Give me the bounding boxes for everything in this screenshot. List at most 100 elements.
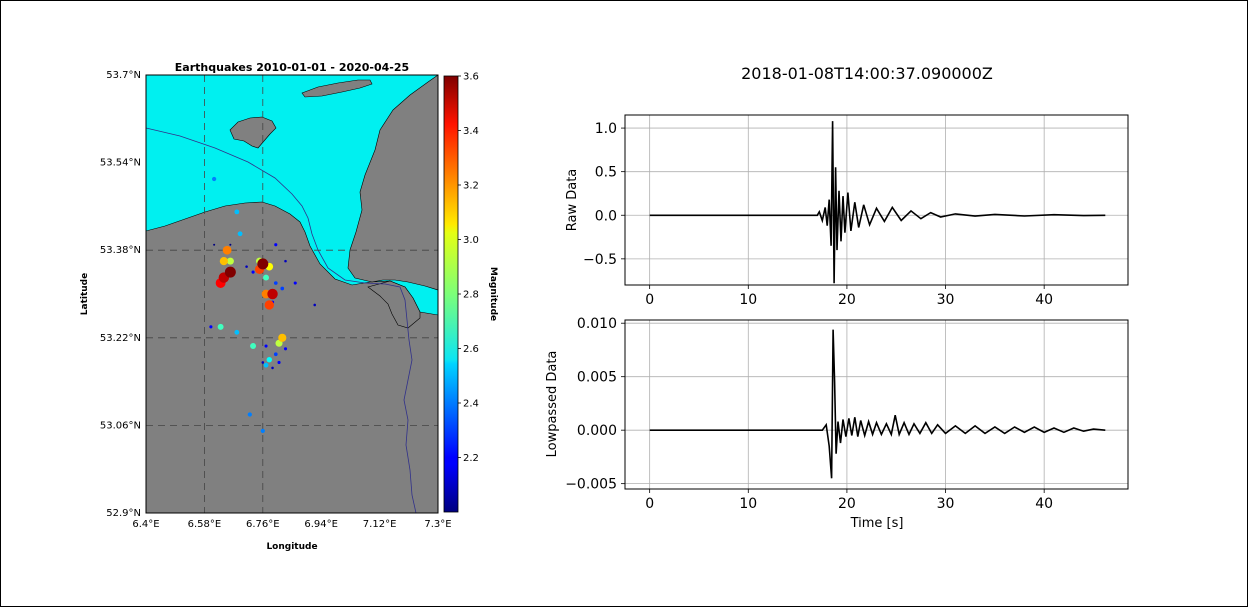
colorbar-tick-label: 3.0 bbox=[463, 235, 479, 246]
low-series-line bbox=[649, 329, 1106, 479]
earthquake-point bbox=[293, 281, 297, 285]
earthquake-point bbox=[263, 362, 269, 368]
low-plot-area bbox=[624, 319, 1129, 490]
colorbar-tick-label: 2.8 bbox=[463, 290, 479, 301]
x-tick-label: 40 bbox=[1035, 292, 1053, 308]
colorbar-gradient bbox=[443, 75, 459, 513]
map-y-axis-label: Latitude bbox=[80, 273, 90, 315]
map-x-tick-label: 6.76°E bbox=[246, 519, 280, 530]
map-channel bbox=[146, 127, 417, 513]
earthquake-point bbox=[234, 329, 240, 335]
earthquake-point bbox=[257, 258, 269, 270]
colorbar-tick-label: 3.2 bbox=[463, 181, 479, 192]
earthquake-point bbox=[263, 274, 270, 281]
x-tick-label: 10 bbox=[739, 496, 757, 512]
earthquake-point bbox=[266, 357, 272, 363]
x-tick-label: 40 bbox=[1035, 496, 1053, 512]
y-tick-label: 1.0 bbox=[595, 121, 617, 137]
map-x-tick-label: 6.4°E bbox=[132, 519, 159, 530]
map-x-axis-label: Longitude bbox=[266, 542, 317, 552]
raw-ticks: 0 10 20 30 40 −0.5 0.0 0.5 1.0 bbox=[583, 121, 1053, 308]
earthquake-point bbox=[280, 286, 285, 291]
map-ticks: 6.4°E 6.58°E 6.76°E 6.94°E 7.12°E 7.3°E 52.9°N… bbox=[100, 70, 452, 530]
x-tick-label: 0 bbox=[645, 292, 654, 308]
map-points bbox=[209, 176, 316, 433]
earthquake-point bbox=[226, 257, 234, 265]
earthquake-point bbox=[277, 360, 281, 364]
low-x-axis-label: Time [s] bbox=[850, 516, 904, 531]
raw-y-axis-label: Raw Data bbox=[565, 169, 580, 232]
colorbar-ticks: 2.2 2.4 2.6 2.8 3.0 3.2 3.4 3.6 bbox=[458, 72, 479, 464]
low-gridlines bbox=[625, 320, 1128, 489]
y-tick-label: 0.010 bbox=[577, 316, 617, 332]
earthquake-point bbox=[209, 325, 213, 329]
x-tick-label: 20 bbox=[838, 496, 856, 512]
map-y-tick-label: 53.06°N bbox=[100, 420, 141, 431]
earthquake-point bbox=[213, 243, 216, 246]
earthquake-point bbox=[264, 344, 268, 348]
earthquake-point bbox=[245, 265, 248, 268]
earthquake-point bbox=[271, 366, 274, 370]
y-tick-label: 0.000 bbox=[577, 423, 617, 439]
map-x-tick-label: 7.12°E bbox=[363, 519, 397, 530]
earthquake-point bbox=[247, 412, 252, 417]
map-island-borkum bbox=[229, 116, 277, 149]
earthquake-point bbox=[212, 176, 217, 182]
earthquake-point bbox=[283, 347, 288, 351]
y-tick-label: 0.005 bbox=[577, 370, 617, 386]
earthquake-point bbox=[260, 428, 265, 433]
colorbar-tick-label: 3.6 bbox=[463, 72, 479, 83]
y-tick-label: −0.005 bbox=[565, 477, 617, 493]
low-y-axis-label: Lowpassed Data bbox=[545, 351, 560, 458]
map-title: Earthquakes 2010-01-01 - 2020-04-25 bbox=[175, 61, 409, 74]
colorbar-label: Magnitude bbox=[488, 267, 498, 321]
x-tick-label: 20 bbox=[838, 292, 856, 308]
earthquake-point bbox=[219, 257, 228, 266]
map-x-tick-label: 7.3°E bbox=[424, 519, 451, 530]
raw-data-plot: 0 10 20 30 40 −0.5 0.0 0.5 1.0 Raw Data bbox=[565, 114, 1129, 308]
colorbar-tick-label: 3.4 bbox=[463, 126, 479, 137]
earthquake-point bbox=[261, 361, 265, 364]
colorbar-tick-label: 2.6 bbox=[463, 344, 479, 355]
earthquake-point bbox=[217, 323, 224, 330]
map-y-tick-label: 53.54°N bbox=[100, 158, 141, 169]
map-land-east bbox=[347, 75, 438, 291]
y-tick-label: 0.5 bbox=[595, 165, 617, 181]
y-tick-label: 0.0 bbox=[595, 208, 617, 224]
earthquake-point bbox=[273, 281, 278, 285]
raw-plot-area bbox=[624, 114, 1129, 286]
earthquake-point bbox=[229, 243, 232, 246]
earthquake-point bbox=[267, 288, 278, 300]
earthquake-point bbox=[237, 231, 243, 237]
earthquake-point bbox=[313, 303, 316, 307]
map-y-tick-label: 53.22°N bbox=[100, 333, 141, 344]
raw-series-line bbox=[649, 121, 1106, 284]
x-tick-label: 30 bbox=[937, 292, 955, 308]
map-island-juist bbox=[301, 79, 373, 98]
map-border bbox=[145, 74, 439, 514]
map-y-tick-label: 53.38°N bbox=[100, 245, 141, 256]
earthquake-point bbox=[251, 270, 255, 274]
x-tick-label: 30 bbox=[937, 496, 955, 512]
earthquake-point bbox=[234, 209, 240, 215]
map-y-tick-label: 53.7°N bbox=[106, 70, 141, 81]
magnitude-colorbar: 2.2 2.4 2.6 2.8 3.0 3.2 3.4 3.6 Magnitude bbox=[443, 72, 498, 513]
map-x-tick-label: 6.94°E bbox=[304, 519, 338, 530]
map-x-tick-label: 6.58°E bbox=[188, 519, 222, 530]
lowpassed-data-plot: 0 10 20 30 40 −0.005 0.000 0.005 0.010 Lowpassed… bbox=[545, 316, 1129, 531]
earthquake-point bbox=[222, 245, 232, 255]
earthquake-point bbox=[224, 266, 236, 278]
colorbar-tick-label: 2.2 bbox=[463, 453, 479, 464]
earthquake-point bbox=[274, 243, 278, 247]
map-y-tick-label: 52.9°N bbox=[106, 508, 141, 519]
earthquake-point bbox=[278, 333, 287, 342]
earthquake-map: 6.4°E 6.58°E 6.76°E 6.94°E 7.12°E 7.3°E 52.9°N… bbox=[80, 61, 452, 552]
earthquake-point bbox=[284, 259, 287, 263]
x-tick-label: 0 bbox=[645, 496, 654, 512]
colorbar-tick-label: 2.4 bbox=[463, 399, 479, 410]
x-tick-label: 10 bbox=[739, 292, 757, 308]
earthquake-point bbox=[264, 300, 274, 310]
waveform-title: 2018-01-08T14:00:37.090000Z bbox=[741, 64, 993, 83]
earthquake-point bbox=[273, 352, 278, 357]
